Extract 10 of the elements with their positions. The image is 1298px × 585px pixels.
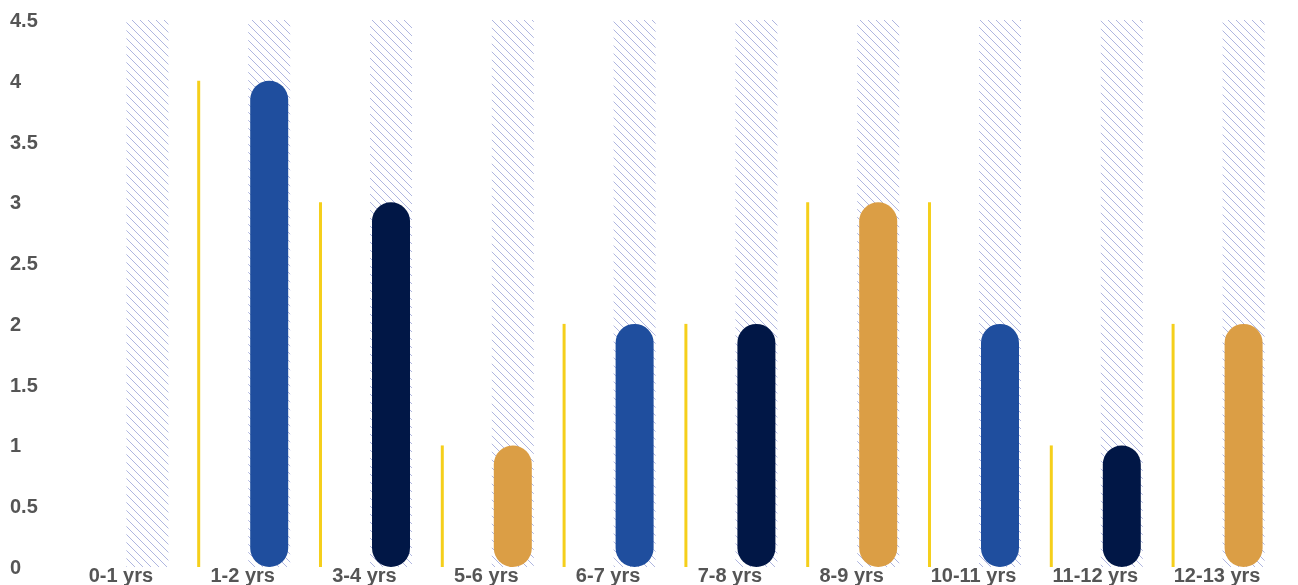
y-tick-label: 0	[10, 556, 22, 578]
y-tick-label: 3	[10, 191, 22, 214]
y-tick-label: 4.5	[10, 9, 38, 31]
y-tick-label: 2	[10, 312, 22, 335]
y-tick-label: 0.5	[10, 495, 38, 518]
y-tick-label: 2.5	[10, 252, 38, 275]
y-tick-label: 1.5	[10, 373, 38, 396]
y-tick-label: 1	[10, 434, 22, 457]
y-tick-label: 4	[10, 69, 22, 92]
y-tick-label: 3.5	[10, 130, 38, 153]
